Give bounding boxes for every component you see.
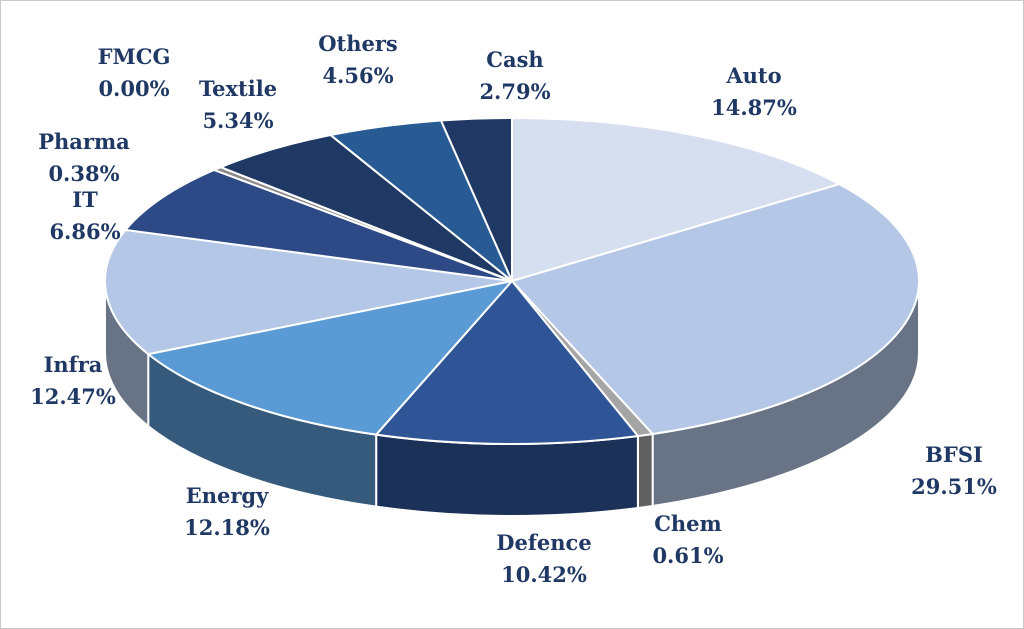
slice-name-infra: Infra (44, 352, 103, 377)
pie-slice-energy (147, 280, 513, 436)
slice-value-it: 6.86% (49, 219, 120, 244)
slice-value-textile: 5.34% (202, 108, 273, 133)
pie-slice-it (124, 168, 513, 282)
slice-label-pharma: Pharma 0.38% (38, 129, 130, 186)
slice-name-auto: Auto (725, 63, 781, 88)
pie-slice-cash (440, 117, 513, 282)
slice-name-fmcg: FMCG (98, 44, 171, 69)
slice-value-fmcg: 0.00% (98, 76, 169, 101)
slice-name-it: IT (72, 187, 98, 212)
slice-label-fmcg: FMCG 0.00% (98, 44, 171, 101)
slice-value-pharma: 0.38% (48, 161, 119, 186)
slice-value-bfsi: 29.51% (911, 474, 997, 499)
slice-label-infra: Infra 12.47% (30, 352, 116, 409)
pie-side-defence (375, 433, 639, 517)
slice-value-energy: 12.18% (184, 515, 270, 540)
slice-value-auto: 14.87% (711, 95, 797, 120)
slice-value-defence: 10.42% (501, 562, 587, 587)
slice-name-bfsi: BFSI (925, 442, 983, 467)
pie-slice-defence (375, 280, 639, 445)
pie-slice-textile (219, 134, 513, 282)
slice-name-others: Others (318, 31, 398, 56)
pie-slice-auto (511, 117, 841, 282)
slice-name-energy: Energy (186, 483, 269, 508)
slice-label-cash: Cash 2.79% (479, 47, 550, 104)
slice-label-it: IT 6.86% (49, 187, 120, 244)
slice-value-infra: 12.47% (30, 384, 116, 409)
pie-side-chem (636, 432, 654, 510)
slice-label-bfsi: BFSI 29.51% (911, 442, 997, 499)
slice-value-cash: 2.79% (479, 79, 550, 104)
slice-value-chem: 0.61% (652, 543, 723, 568)
slice-label-auto: Auto 14.87% (711, 63, 797, 120)
slice-label-others: Others 4.56% (318, 31, 398, 88)
slice-name-pharma: Pharma (38, 129, 130, 154)
slice-name-cash: Cash (486, 47, 543, 72)
slice-name-chem: Chem (654, 511, 722, 536)
pie-slice-bfsi (511, 183, 920, 435)
slice-label-defence: Defence 10.42% (496, 530, 591, 587)
slice-label-textile: Textile 5.34% (199, 76, 277, 133)
slice-label-energy: Energy 12.18% (184, 483, 270, 540)
slice-name-defence: Defence (496, 530, 591, 555)
pie-slice-infra (104, 228, 513, 356)
slice-label-chem: Chem 0.61% (652, 511, 723, 568)
slice-value-others: 4.56% (322, 63, 393, 88)
slice-name-textile: Textile (199, 76, 277, 101)
